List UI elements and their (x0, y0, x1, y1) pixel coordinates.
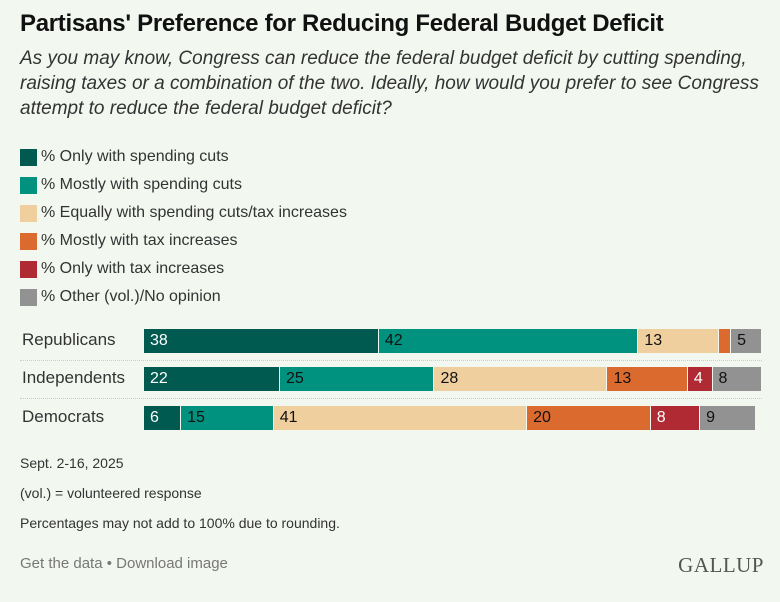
gallup-logo: GALLUP (678, 553, 764, 577)
vol-note: (vol.) = volunteered response (20, 485, 202, 501)
legend-swatch (20, 260, 37, 278)
separator-dot: • (106, 555, 112, 572)
legend-swatch (20, 176, 37, 194)
bar-segment: 25 (279, 367, 435, 391)
category-label: Independents (22, 368, 126, 387)
bar-segment: 4 (687, 367, 713, 391)
legend-label: % Other (vol.)/No opinion (41, 288, 221, 305)
bar-segment: 8 (650, 406, 701, 430)
legend-label: % Equally with spending cuts/tax increas… (41, 204, 347, 221)
stacked-bar: 6 15 41 20 8 9 (144, 406, 756, 430)
stacked-bar: 38 42 13 5 (144, 329, 762, 353)
legend-item: % Equally with spending cuts/tax increas… (20, 199, 347, 227)
legend-item: % Mostly with tax increases (20, 227, 347, 255)
bar-segment: 5 (731, 329, 762, 353)
bar-segment: 42 (378, 329, 639, 353)
data-label: 8 (718, 370, 728, 387)
legend-swatch (20, 148, 37, 166)
get-data-link[interactable]: Get the data (20, 555, 103, 572)
date-note: Sept. 2-16, 2025 (20, 455, 124, 471)
bar-segment: 20 (527, 406, 651, 430)
data-label: 6 (150, 409, 159, 426)
bar-segment: 22 (144, 367, 280, 391)
data-label: 22 (150, 370, 168, 387)
bar-segment: 6 (144, 406, 182, 430)
bar-segment (718, 329, 732, 353)
bar-segment: 8 (712, 367, 762, 391)
data-label: 28 (440, 370, 459, 387)
data-label: 15 (187, 409, 205, 426)
legend-label: % Mostly with spending cuts (41, 176, 242, 193)
legend-swatch (20, 288, 37, 306)
data-label: 25 (285, 370, 304, 387)
data-label: 13 (613, 370, 632, 387)
legend-item: % Only with spending cuts (20, 143, 347, 171)
bar-segment: 13 (638, 329, 719, 353)
chart-title: Partisans' Preference for Reducing Feder… (20, 10, 664, 37)
bar-row: Democrats 6 15 41 20 8 9 (0, 403, 780, 433)
category-label: Republicans (22, 330, 116, 349)
stacked-bar-chart: Republicans 38 42 13 5 Independents 22 25 28 13 4 8… (0, 326, 780, 436)
row-separator (20, 360, 762, 361)
data-label: 41 (279, 409, 298, 426)
bar-segment: 13 (607, 367, 688, 391)
data-label: 13 (644, 332, 663, 349)
download-image-link[interactable]: Download image (116, 555, 228, 572)
legend-item: % Mostly with spending cuts (20, 171, 347, 199)
bar-segment: 41 (273, 406, 528, 430)
bar-row: Republicans 38 42 13 5 (0, 326, 780, 356)
legend-label: % Mostly with tax increases (41, 232, 238, 249)
data-label: 38 (150, 332, 168, 349)
data-label: 20 (533, 409, 551, 426)
data-label: 8 (656, 409, 666, 426)
legend-item: % Other (vol.)/No opinion (20, 283, 347, 311)
bar-segment: 15 (181, 406, 274, 430)
data-label: 9 (706, 409, 716, 426)
footer-links: Get the data • Download image (20, 555, 228, 572)
legend-label: % Only with spending cuts (41, 148, 229, 165)
bar-row: Independents 22 25 28 13 4 8 (0, 364, 780, 394)
rounding-note: Percentages may not add to 100% due to r… (20, 515, 340, 531)
legend-item: % Only with tax increases (20, 255, 347, 283)
bar-segment: 38 (144, 329, 379, 353)
bar-segment: 28 (434, 367, 608, 391)
legend-swatch (20, 232, 37, 250)
row-separator (20, 398, 762, 399)
data-label: 4 (693, 370, 703, 387)
legend: % Only with spending cuts % Mostly with s… (20, 143, 347, 311)
data-label: 42 (384, 332, 403, 349)
data-label: 5 (737, 332, 746, 349)
stacked-bar: 22 25 28 13 4 8 (144, 367, 762, 391)
bar-segment: 9 (700, 406, 756, 430)
category-label: Democrats (22, 407, 105, 426)
legend-label: % Only with tax increases (41, 260, 225, 277)
legend-swatch (20, 204, 37, 222)
chart-subtitle: As you may know, Congress can reduce the… (20, 48, 759, 119)
